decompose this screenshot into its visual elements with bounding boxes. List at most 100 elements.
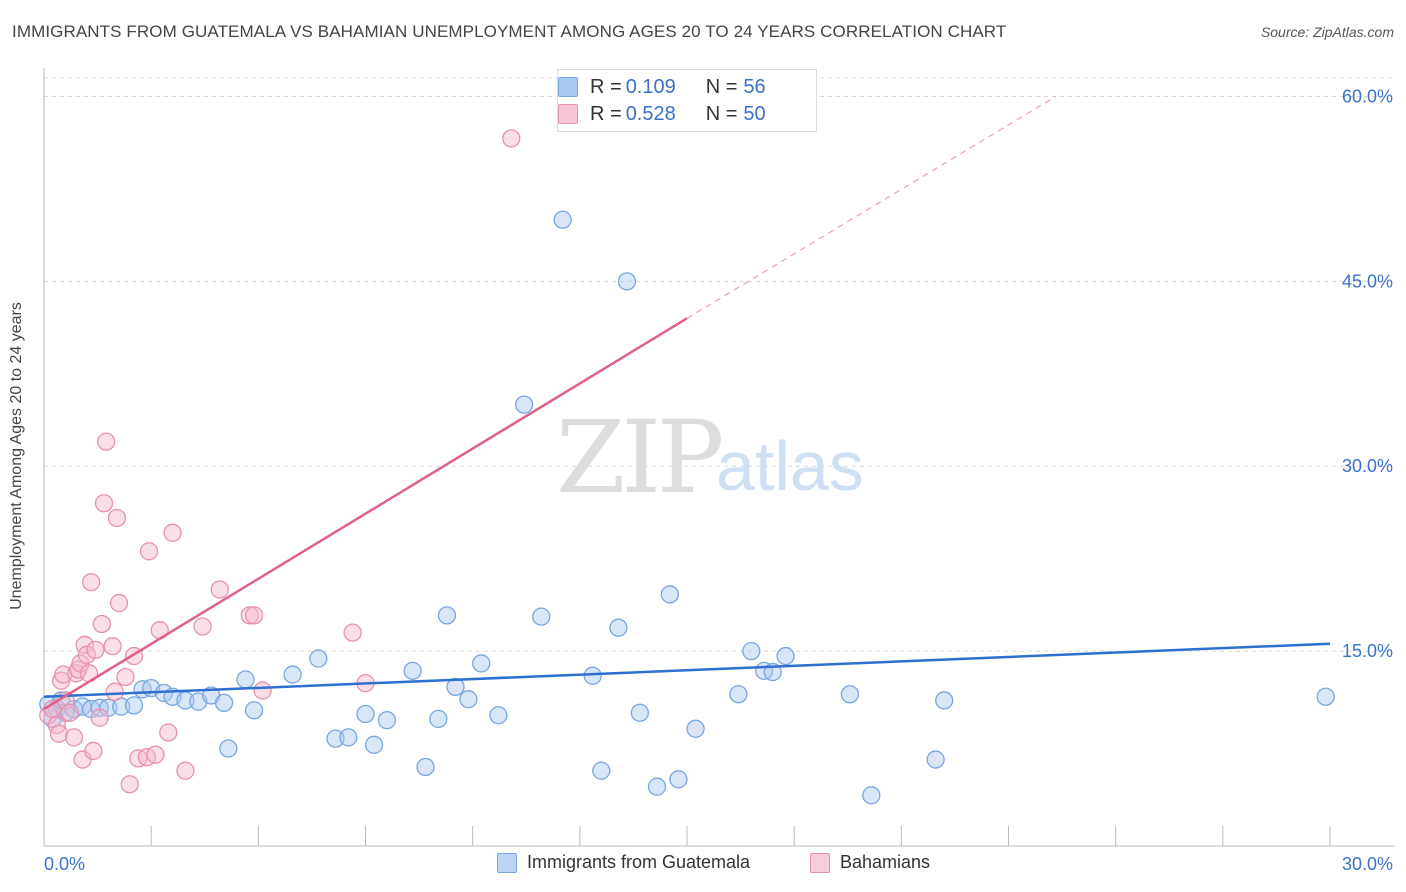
bahamians-point: [139, 542, 159, 561]
stats-legend-row-guatemala: R = 0.109 N = 56: [558, 74, 766, 100]
bahamians-point: [193, 617, 212, 636]
guatemala-point: [647, 777, 667, 796]
bahamians-point: [84, 741, 103, 761]
r-value: 0.109: [625, 75, 676, 98]
bahamians-trend-extension: [686, 95, 1056, 319]
guatemala-point: [617, 272, 637, 291]
y-tick-label: 30.0%: [1342, 456, 1393, 476]
guatemala-point: [742, 641, 761, 661]
r-value: 0.528: [625, 102, 676, 125]
n-value: 56: [743, 75, 766, 98]
bahamians-point: [97, 432, 116, 451]
guatemala-swatch: [558, 77, 578, 97]
bahamians-point: [146, 745, 165, 764]
legend-item-guatemala: Immigrants from Guatemala: [497, 852, 750, 873]
guatemala-point: [489, 706, 508, 725]
guatemala-point: [514, 395, 534, 414]
r-label: R =: [590, 102, 622, 125]
guatemala-point: [862, 786, 881, 805]
bahamians-point: [253, 681, 272, 700]
bahamians-point: [116, 667, 135, 687]
bahamians-point: [502, 129, 521, 148]
guatemala-point: [377, 710, 397, 730]
guatemala-point: [364, 735, 384, 754]
guatemala-point: [592, 761, 611, 780]
guatemala-point: [1316, 687, 1335, 706]
bahamians-point: [64, 728, 84, 747]
watermark-zip: ZIP: [556, 399, 721, 516]
guatemala-point: [840, 685, 860, 704]
source-label: Source: ZipAtlas.com: [1260, 24, 1394, 40]
stats-legend-row-bahamians: R = 0.528 N = 50: [558, 101, 766, 127]
bahamians-point: [240, 606, 259, 625]
bahamians-point: [103, 637, 122, 656]
guatemala-point: [686, 719, 705, 738]
bahamians-point: [86, 640, 105, 660]
n-label: N =: [705, 75, 738, 98]
bahamians-point: [105, 682, 124, 701]
bahamians-trend-line: [43, 317, 688, 711]
bahamians-legend-swatch: [810, 852, 830, 873]
x-tick-label: 0.0%: [44, 854, 85, 874]
stats-legend: R = 0.109 N = 56 R = 0.528 N = 50: [557, 69, 817, 132]
guatemala-point: [214, 693, 234, 713]
r-label: R =: [590, 75, 622, 98]
guatemala-point: [219, 739, 238, 758]
legend-item-bahamians: Bahamians: [810, 852, 930, 873]
guatemala-point: [776, 646, 795, 666]
bahamians-point: [77, 645, 97, 664]
guatemala-point: [446, 677, 465, 697]
bahamians-point: [210, 580, 229, 599]
guatemala-point: [660, 585, 680, 604]
guatemala-point: [609, 618, 628, 637]
guatemala-trend-line: [43, 642, 1331, 698]
guatemala-point: [356, 704, 375, 724]
guatemala-point: [935, 691, 954, 710]
y-tick-label: 45.0%: [1342, 271, 1393, 291]
bahamians-point: [90, 708, 109, 727]
guatemala-point: [437, 606, 457, 625]
bahamians-point: [82, 572, 101, 592]
legend-label-guatemala: Immigrants from Guatemala: [527, 852, 751, 872]
bahamians-point: [107, 508, 127, 528]
n-label: N =: [705, 102, 738, 125]
bahamians-point: [92, 614, 112, 634]
guatemala-point: [472, 654, 491, 673]
bahamians-point: [94, 494, 114, 513]
guatemala-point: [669, 770, 688, 789]
guatemala-point: [416, 757, 435, 777]
guatemala-point: [236, 670, 255, 689]
guatemala-point: [309, 649, 328, 668]
legend-label-bahamians: Bahamians: [840, 852, 931, 872]
guatemala-legend-swatch: [497, 852, 517, 873]
guatemala-point: [630, 703, 649, 722]
bahamians-swatch: [558, 104, 578, 124]
guatemala-point: [283, 665, 302, 684]
guatemala-point: [339, 728, 358, 747]
guatemala-point: [553, 210, 572, 229]
bahamians-point: [49, 724, 69, 743]
y-tick-label: 15.0%: [1342, 641, 1393, 661]
guatemala-point: [729, 685, 748, 704]
watermark-atlas: atlas: [716, 427, 864, 505]
x-tick-label: 30.0%: [1342, 854, 1393, 874]
guatemala-point: [532, 607, 551, 626]
bahamians-point: [159, 723, 178, 742]
guatemala-point: [403, 661, 422, 680]
guatemala-point: [124, 696, 144, 715]
guatemala-point: [926, 750, 945, 769]
guatemala-point: [429, 709, 448, 729]
y-tick-label: 60.0%: [1342, 86, 1393, 106]
guatemala-point: [459, 690, 478, 709]
bahamians-point: [176, 761, 195, 780]
guatemala-point: [583, 666, 602, 685]
bahamians-point: [60, 703, 79, 722]
guatemala-point: [244, 701, 264, 720]
bahamians-point: [163, 523, 182, 542]
bahamians-point: [120, 775, 139, 794]
bahamians-point: [343, 623, 362, 642]
bahamians-point: [244, 606, 264, 625]
n-value: 50: [743, 102, 766, 125]
chart-title: IMMIGRANTS FROM GUATEMALA VS BAHAMIAN UN…: [12, 22, 1007, 41]
